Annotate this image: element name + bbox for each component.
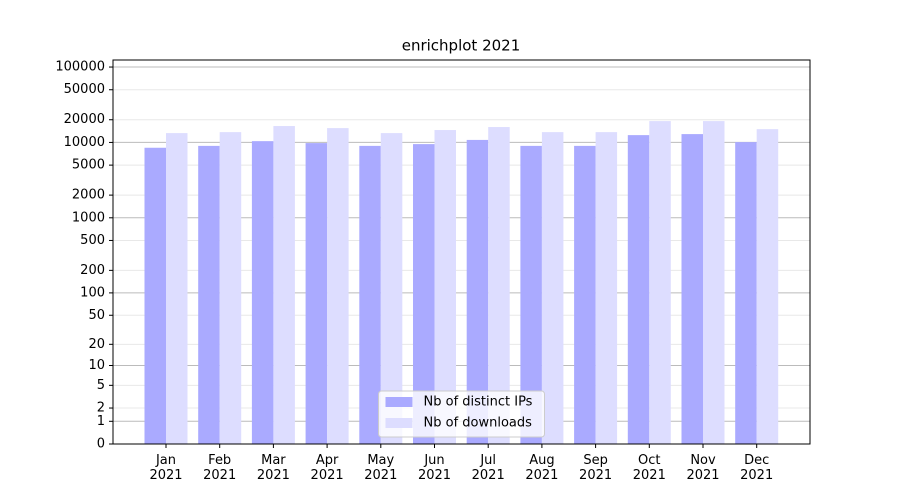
x-tick-label: Feb 2021 (203, 453, 237, 483)
y-tick-label: 500 (80, 233, 105, 248)
chart-title: enrichplot 2021 (402, 37, 521, 55)
x-tick-label: Sep 2021 (579, 453, 613, 483)
legend-label: Nb of distinct IPs (424, 395, 533, 410)
bar (198, 145, 220, 444)
x-tick-label: Jan 2021 (149, 453, 183, 483)
y-tick-label: 0 (97, 437, 105, 452)
bar (380, 133, 403, 444)
y-tick-label: 10 (88, 358, 105, 373)
y-tick-label: 20000 (64, 112, 105, 127)
y-tick-label: 5 (97, 378, 105, 393)
legend-swatch (385, 397, 413, 407)
bar (144, 147, 166, 444)
bar (488, 127, 510, 445)
bar (541, 132, 564, 445)
legend-box (378, 390, 545, 438)
bar (434, 130, 456, 444)
y-tick-label: 20 (88, 337, 105, 352)
bar (681, 134, 703, 444)
bar (703, 121, 725, 445)
y-tick-label: 200 (80, 263, 105, 278)
y-tick-label: 2 (97, 401, 105, 416)
bar (305, 143, 328, 444)
bar (166, 133, 188, 444)
bar (649, 121, 671, 445)
legend-label: Nb of downloads (424, 416, 533, 431)
y-tick-label: 10000 (64, 135, 105, 150)
x-tick-label: Apr 2021 (310, 453, 344, 483)
bar (327, 128, 349, 444)
bar (413, 144, 435, 444)
bar (466, 139, 489, 444)
plot-frame (112, 59, 811, 445)
bar (735, 142, 757, 445)
y-tick-label: 5000 (72, 158, 105, 173)
bar (595, 132, 618, 445)
x-tick-label: Nov 2021 (686, 453, 720, 483)
y-tick-label: 100000 (55, 60, 105, 75)
x-tick-label: Oct 2021 (632, 453, 666, 483)
bar (219, 132, 242, 445)
bar (627, 135, 650, 444)
y-tick-label: 100 (80, 285, 105, 300)
bar (574, 145, 596, 444)
bar (251, 141, 274, 444)
y-tick-label: 2000 (72, 188, 105, 203)
legend-swatch (385, 418, 413, 428)
bar (359, 145, 381, 444)
x-tick-label: Aug 2021 (525, 453, 559, 483)
x-tick-label: Mar 2021 (256, 453, 290, 483)
y-tick-label: 50000 (64, 82, 105, 97)
bar (756, 129, 779, 444)
y-tick-label: 1 (97, 414, 105, 429)
bar (520, 145, 542, 444)
y-tick-label: 1000 (72, 210, 105, 225)
x-tick-label: Dec 2021 (740, 453, 774, 483)
y-tick-label: 50 (88, 308, 105, 323)
bar (273, 126, 295, 444)
x-tick-label: May 2021 (364, 453, 398, 483)
x-tick-label: Jul 2021 (471, 453, 505, 483)
x-tick-label: Jun 2021 (417, 453, 452, 483)
